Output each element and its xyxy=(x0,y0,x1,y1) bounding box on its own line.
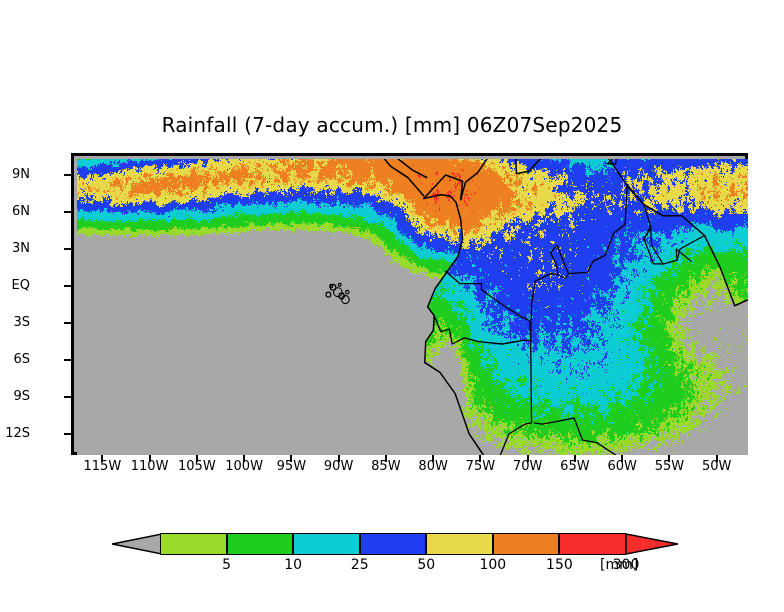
colorbar-tick-label: 50 xyxy=(417,557,436,573)
y-tick-mark xyxy=(64,210,71,213)
y-tick-mark xyxy=(64,284,71,287)
x-tick-label: 55W xyxy=(654,459,685,474)
y-tick-mark xyxy=(64,395,71,398)
colorbar-high-arrow xyxy=(625,533,679,559)
colorbar-units-label: [mm] xyxy=(600,557,639,573)
x-tick-mark xyxy=(101,455,104,462)
x-tick-label: 80W xyxy=(418,459,448,474)
y-tick-label: EQ xyxy=(11,277,30,293)
x-tick-mark xyxy=(573,455,576,462)
x-tick-label: 75W xyxy=(465,459,496,474)
x-tick-label: 100W xyxy=(225,459,263,474)
x-tick-mark xyxy=(243,455,246,462)
map-plot-area xyxy=(71,153,748,455)
x-tick-label: 90W xyxy=(323,459,354,474)
y-tick-label: 3S xyxy=(13,314,30,330)
x-tick-mark xyxy=(384,455,387,462)
x-tick-mark xyxy=(621,455,624,462)
x-tick-label: 70W xyxy=(512,459,543,474)
y-tick-label: 6S xyxy=(13,351,30,367)
y-tick-label: 9S xyxy=(13,388,30,404)
x-tick-label: 105W xyxy=(178,459,216,474)
x-tick-mark xyxy=(195,455,198,462)
y-tick-label: 12S xyxy=(5,425,30,441)
x-tick-label: 115W xyxy=(83,459,122,474)
map-frame xyxy=(71,153,748,455)
colorbar-tick-label: 300 xyxy=(612,557,640,573)
x-tick-label: 50W xyxy=(701,459,732,474)
colorbar-segment xyxy=(359,533,427,555)
rainfall-heatmap-canvas xyxy=(77,159,748,455)
y-tick-mark xyxy=(64,432,71,435)
y-tick-label: 6N xyxy=(12,203,30,219)
y-tick-mark xyxy=(64,247,71,250)
x-tick-label: 65W xyxy=(560,459,590,474)
x-tick-mark xyxy=(715,455,718,462)
colorbar-low-arrow xyxy=(111,533,163,559)
colorbar-segment xyxy=(426,533,493,555)
colorbar-segment xyxy=(226,533,294,555)
colorbar-segment xyxy=(293,533,360,555)
y-tick-mark xyxy=(64,358,71,361)
x-tick-mark xyxy=(668,455,671,462)
x-tick-label: 60W xyxy=(607,459,637,474)
colorbar: 5 10 25 50 100 150 300 xyxy=(111,533,679,573)
x-tick-mark xyxy=(432,455,435,462)
y-tick-mark xyxy=(64,173,71,176)
x-tick-label: 110W xyxy=(130,459,169,474)
y-tick-label: 3N xyxy=(12,240,30,256)
colorbar-segment xyxy=(160,533,227,555)
page-title: Rainfall (7-day accum.) [mm] 06Z07Sep202… xyxy=(161,113,623,137)
x-tick-mark xyxy=(148,455,151,462)
x-tick-mark xyxy=(290,455,293,462)
colorbar-segment xyxy=(492,533,560,555)
colorbar-tick-label: 25 xyxy=(350,557,369,573)
x-tick-label: 85W xyxy=(371,459,401,474)
x-tick-mark xyxy=(337,455,340,462)
colorbar-tick-label: 100 xyxy=(479,557,507,573)
colorbar-segment xyxy=(559,533,626,555)
colorbar-tick-label: 10 xyxy=(284,557,303,573)
y-tick-label: 9N xyxy=(12,166,30,182)
x-tick-label: 95W xyxy=(276,459,307,474)
x-tick-mark xyxy=(526,455,529,462)
y-tick-mark xyxy=(64,321,71,324)
colorbar-tick-label: 150 xyxy=(546,557,573,573)
x-tick-mark xyxy=(479,455,482,462)
colorbar-tick-label: 5 xyxy=(222,557,232,573)
